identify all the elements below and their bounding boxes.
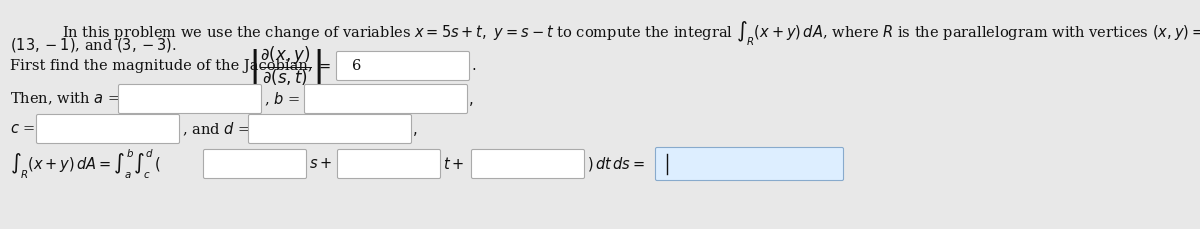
Text: $t+$: $t+$ bbox=[443, 156, 464, 172]
Text: ,: , bbox=[413, 122, 418, 136]
Text: .: . bbox=[470, 58, 475, 74]
Text: Then, with $a$ =: Then, with $a$ = bbox=[10, 91, 120, 107]
FancyBboxPatch shape bbox=[119, 85, 262, 114]
Text: $c$ =: $c$ = bbox=[10, 122, 35, 136]
Text: , and $d$ =: , and $d$ = bbox=[182, 120, 250, 138]
Text: $=$: $=$ bbox=[316, 59, 331, 73]
FancyBboxPatch shape bbox=[472, 150, 584, 178]
FancyBboxPatch shape bbox=[204, 150, 306, 178]
Text: In this problem we use the change of variables $x = 5s+t,\ y = s-t$ to compute t: In this problem we use the change of var… bbox=[62, 19, 1200, 48]
FancyBboxPatch shape bbox=[337, 150, 440, 178]
Text: 6: 6 bbox=[352, 59, 361, 73]
Text: $\left|\dfrac{\partial(x,y)}{\partial(s,t)}\right|$: $\left|\dfrac{\partial(x,y)}{\partial(s,… bbox=[248, 44, 322, 88]
Text: First find the magnitude of the Jacobian,: First find the magnitude of the Jacobian… bbox=[10, 59, 313, 73]
Text: $(13,-1)$, and $(3,-3)$.: $(13,-1)$, and $(3,-3)$. bbox=[10, 36, 176, 54]
FancyBboxPatch shape bbox=[248, 114, 412, 144]
FancyBboxPatch shape bbox=[336, 52, 469, 81]
FancyBboxPatch shape bbox=[655, 147, 844, 180]
Text: $s+$: $s+$ bbox=[310, 157, 332, 171]
FancyBboxPatch shape bbox=[305, 85, 468, 114]
Text: $\int_R(x+y)\,dA = \int_a^b\int_c^d\,($: $\int_R(x+y)\,dA = \int_a^b\int_c^d\,($ bbox=[10, 147, 161, 181]
Text: ,: , bbox=[469, 92, 474, 106]
FancyBboxPatch shape bbox=[36, 114, 180, 144]
Text: , $b$ =: , $b$ = bbox=[264, 90, 300, 108]
Text: $)\,dt\,ds =$: $)\,dt\,ds =$ bbox=[587, 155, 644, 173]
